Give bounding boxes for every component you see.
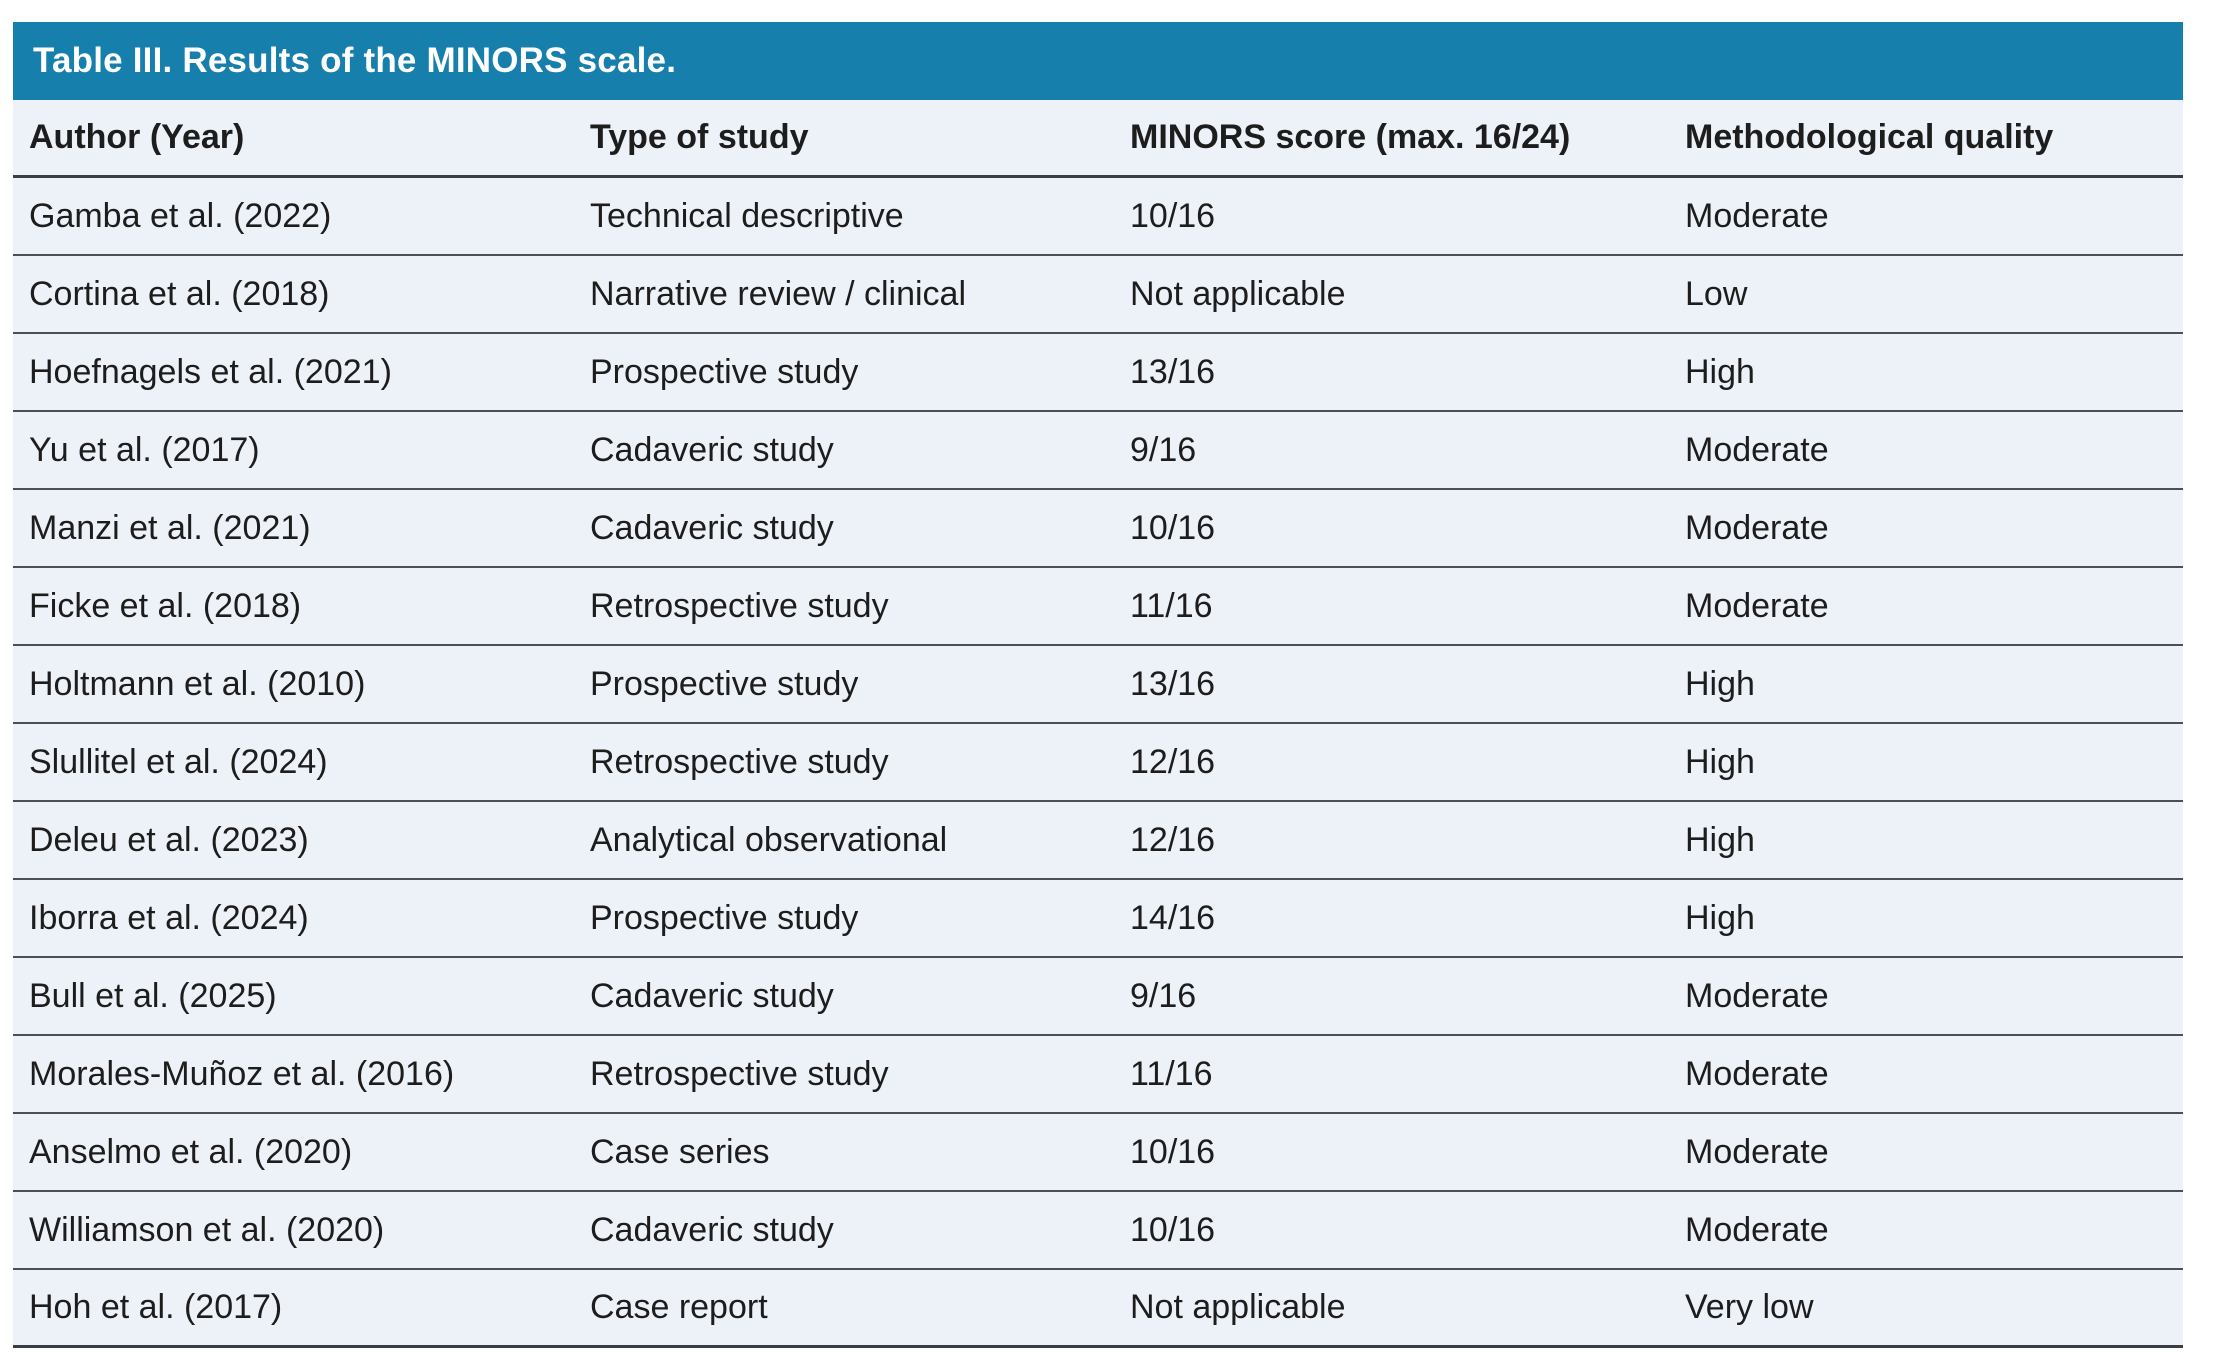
table-row: Deleu et al. (2023) Analytical observati… — [13, 802, 2183, 880]
cell-quality: Very low — [1685, 1288, 1814, 1326]
cell-author-year: Gamba et al. (2022) — [29, 196, 332, 235]
cell-type-of-study: Technical descriptive — [590, 196, 904, 235]
cell-type-of-study: Cadaveric study — [590, 1210, 834, 1249]
cell-type-of-study: Cadaveric study — [590, 976, 834, 1015]
cell-type-of-study: Retrospective study — [590, 586, 889, 625]
cell-author-year: Anselmo et al. (2020) — [29, 1132, 353, 1171]
cell-quality: Moderate — [1685, 1210, 1829, 1249]
cell-minors-score: 10/16 — [1130, 1210, 1216, 1249]
cell-quality: High — [1685, 664, 1755, 703]
cell-type-of-study: Retrospective study — [590, 1054, 889, 1093]
cell-minors-score: 11/16 — [1130, 586, 1213, 625]
cell-quality: Moderate — [1685, 1054, 1829, 1093]
cell-author-year: Bull et al. (2025) — [29, 976, 277, 1015]
cell-quality: High — [1685, 898, 1755, 937]
table-header-row: Author (Year) Type of study MINORS score… — [13, 100, 2183, 178]
cell-author-year: Iborra et al. (2024) — [29, 898, 309, 937]
cell-minors-score: 14/16 — [1130, 898, 1216, 937]
cell-quality: High — [1685, 820, 1755, 859]
cell-minors-score: Not applicable — [1130, 1288, 1346, 1326]
cell-author-year: Morales-Muñoz et al. (2016) — [29, 1054, 455, 1093]
cell-type-of-study: Cadaveric study — [590, 430, 834, 469]
cell-type-of-study: Prospective study — [590, 898, 859, 937]
cell-minors-score: 9/16 — [1130, 976, 1197, 1015]
table-row: Gamba et al. (2022) Technical descriptiv… — [13, 178, 2183, 256]
table-row: Anselmo et al. (2020) Case series 10/16 … — [13, 1114, 2183, 1192]
cell-author-year: Hoh et al. (2017) — [29, 1288, 283, 1326]
cell-type-of-study: Prospective study — [590, 352, 859, 391]
cell-author-year: Hoefnagels et al. (2021) — [29, 352, 392, 391]
cell-quality: Moderate — [1685, 586, 1829, 625]
cell-minors-score: 10/16 — [1130, 508, 1216, 547]
minors-results-table: Table III. Results of the MINORS scale. … — [13, 22, 2183, 1348]
cell-author-year: Holtmann et al. (2010) — [29, 664, 366, 703]
table-title: Table III. Results of the MINORS scale. — [33, 41, 677, 80]
cell-quality: Moderate — [1685, 1132, 1829, 1171]
cell-quality: Moderate — [1685, 196, 1829, 235]
cell-quality: Moderate — [1685, 976, 1829, 1015]
cell-type-of-study: Analytical observational — [590, 820, 948, 859]
cell-minors-score: 13/16 — [1130, 664, 1216, 703]
table-row: Ficke et al. (2018) Retrospective study … — [13, 568, 2183, 646]
cell-minors-score: Not applicable — [1130, 274, 1346, 313]
header-author-year: Author (Year) — [29, 118, 245, 156]
table-row: Bull et al. (2025) Cadaveric study 9/16 … — [13, 958, 2183, 1036]
table-row: Manzi et al. (2021) Cadaveric study 10/1… — [13, 490, 2183, 568]
header-minors-score: MINORS score (max. 16/24) — [1130, 118, 1571, 156]
cell-minors-score: 10/16 — [1130, 1132, 1216, 1171]
header-quality: Methodological quality — [1685, 118, 2054, 156]
table-title-bar: Table III. Results of the MINORS scale. — [13, 22, 2183, 100]
table-row: Hoh et al. (2017) Case report Not applic… — [13, 1270, 2183, 1348]
cell-author-year: Ficke et al. (2018) — [29, 586, 302, 625]
cell-minors-score: 10/16 — [1130, 196, 1216, 235]
table-body: Gamba et al. (2022) Technical descriptiv… — [13, 178, 2183, 1348]
table-row: Morales-Muñoz et al. (2016) Retrospectiv… — [13, 1036, 2183, 1114]
cell-type-of-study: Prospective study — [590, 664, 859, 703]
cell-author-year: Williamson et al. (2020) — [29, 1210, 385, 1249]
table-row: Holtmann et al. (2010) Prospective study… — [13, 646, 2183, 724]
cell-quality: High — [1685, 352, 1755, 391]
cell-minors-score: 13/16 — [1130, 352, 1216, 391]
cell-minors-score: 11/16 — [1130, 1054, 1213, 1093]
cell-author-year: Slullitel et al. (2024) — [29, 742, 328, 781]
cell-type-of-study: Case report — [590, 1288, 768, 1326]
cell-type-of-study: Case series — [590, 1132, 770, 1171]
cell-type-of-study: Retrospective study — [590, 742, 889, 781]
cell-author-year: Manzi et al. (2021) — [29, 508, 311, 547]
cell-minors-score: 12/16 — [1130, 742, 1216, 781]
table-row: Hoefnagels et al. (2021) Prospective stu… — [13, 334, 2183, 412]
cell-type-of-study: Cadaveric study — [590, 508, 834, 547]
table-row: Williamson et al. (2020) Cadaveric study… — [13, 1192, 2183, 1270]
table-row: Iborra et al. (2024) Prospective study 1… — [13, 880, 2183, 958]
header-type-of-study: Type of study — [590, 118, 809, 156]
table-row: Yu et al. (2017) Cadaveric study 9/16 Mo… — [13, 412, 2183, 490]
table-row: Slullitel et al. (2024) Retrospective st… — [13, 724, 2183, 802]
cell-author-year: Cortina et al. (2018) — [29, 274, 330, 313]
cell-author-year: Yu et al. (2017) — [29, 430, 260, 469]
cell-quality: Moderate — [1685, 508, 1829, 547]
cell-quality: Moderate — [1685, 430, 1829, 469]
cell-type-of-study: Narrative review / clinical — [590, 274, 966, 313]
table-row: Cortina et al. (2018) Narrative review /… — [13, 256, 2183, 334]
cell-quality: Low — [1685, 274, 1748, 313]
cell-minors-score: 9/16 — [1130, 430, 1197, 469]
cell-minors-score: 12/16 — [1130, 820, 1216, 859]
cell-quality: High — [1685, 742, 1755, 781]
cell-author-year: Deleu et al. (2023) — [29, 820, 309, 859]
